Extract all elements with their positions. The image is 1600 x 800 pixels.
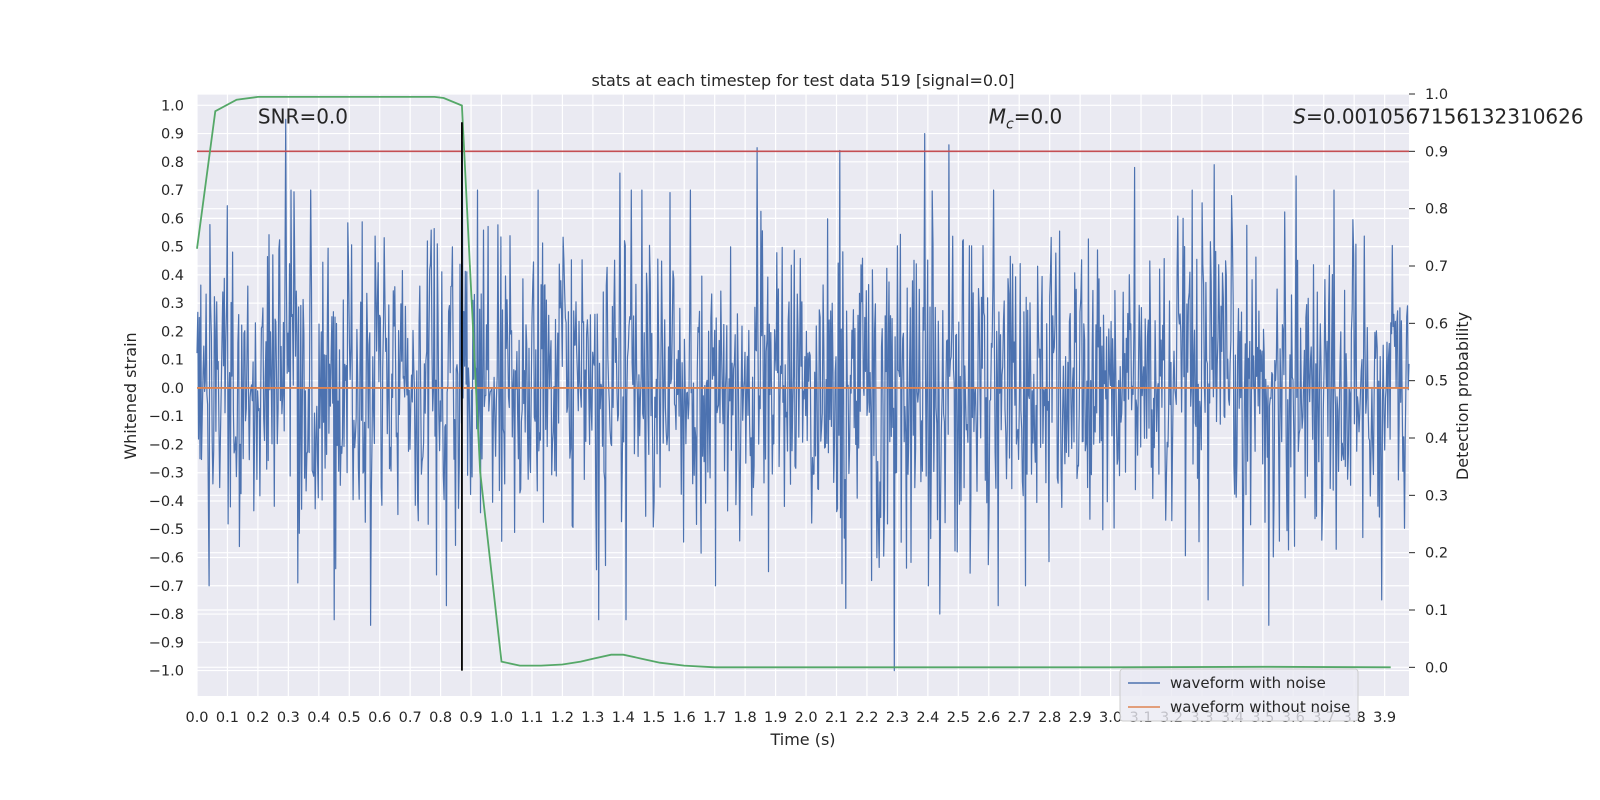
y-axis-label: Whitened strain <box>121 332 140 459</box>
detection-probability-line <box>196 96 1391 669</box>
x-tick-label: 0.1 <box>216 710 239 726</box>
x-tick-label: 0.5 <box>338 710 361 726</box>
y2-tick-label: 0.3 <box>1425 488 1448 504</box>
y2-grid <box>197 93 1415 668</box>
y2-axis-label: Detection probability <box>1453 312 1472 480</box>
y-tick-label: 1.0 <box>161 98 184 114</box>
y-tick-label: 0.1 <box>161 353 184 369</box>
y-tick-label: −0.2 <box>149 437 184 453</box>
y2-tick-label: 0.7 <box>1425 259 1448 275</box>
y-tick-label: −0.3 <box>149 466 184 482</box>
waveform-with-noise-line <box>196 118 1410 672</box>
x-tick-label: 1.4 <box>612 710 635 726</box>
y-tick-label: −1.0 <box>149 664 184 680</box>
y-grid <box>197 104 1409 672</box>
annotation-2: S=0.0010567156132310626 <box>1293 105 1583 129</box>
annotation-1: Mc=0.0 <box>989 105 1063 133</box>
x-tick-label: 1.1 <box>520 710 543 726</box>
y-tick-label: 0.0 <box>161 381 184 397</box>
x-tick-label: 1.6 <box>673 710 696 726</box>
x-tick-label: 0.0 <box>185 710 208 726</box>
y2-tick-label: 0.4 <box>1425 431 1448 447</box>
y-tick-label: 0.9 <box>161 127 184 143</box>
x-tick-label: 0.8 <box>429 710 452 726</box>
x-tick-label: 3.9 <box>1373 710 1396 726</box>
x-tick-label: 1.7 <box>703 710 726 726</box>
y2-tick-label: 0.9 <box>1425 144 1448 160</box>
x-tick-label: 0.3 <box>277 710 300 726</box>
x-tick-label: 2.8 <box>1038 710 1061 726</box>
x-tick-label: 1.3 <box>581 710 604 726</box>
x-tick-label: 2.9 <box>1069 710 1092 726</box>
y-tick-label: −0.6 <box>149 551 184 567</box>
y2-tick-label: 0.8 <box>1425 202 1448 218</box>
x-tick-label: 2.1 <box>825 710 848 726</box>
y-tick-label: −0.5 <box>149 522 184 538</box>
y2-tick-label: 0.2 <box>1425 546 1448 562</box>
x-axis-label: Time (s) <box>769 730 835 749</box>
y2-tick-label: 0.1 <box>1425 603 1448 619</box>
y-tick-label: −0.1 <box>149 409 184 425</box>
waveform-with-noise-series <box>196 118 1410 672</box>
chart-title: stats at each timestep for test data 519… <box>591 71 1014 90</box>
y-tick-labels: 1.0 0.9 0.8 0.7 0.6 0.5 0.4 0.3 0.2 0.1 0.0 −0.1 −0.… <box>149 98 184 679</box>
x-tick-label: 1.5 <box>642 710 665 726</box>
legend-label-without-noise: waveform without noise <box>1170 698 1350 716</box>
annotations: SNR=0.0 Mc=0.0 S=0.0010567156132310626 <box>258 105 1584 133</box>
legend: waveform with noise waveform without noi… <box>1119 668 1359 722</box>
y2-tick-label: 0.0 <box>1425 660 1448 676</box>
x-tick-label: 0.7 <box>399 710 422 726</box>
x-tick-label: 0.6 <box>368 710 391 726</box>
x-tick-label: 0.9 <box>460 710 483 726</box>
y2-tick-labels: 1.0 0.9 0.8 0.7 0.6 0.5 0.4 0.3 0.2 0.1 0.0 <box>1425 87 1448 676</box>
y2-tick-label: 0.5 <box>1425 374 1448 390</box>
y-tick-label: 0.8 <box>161 155 184 171</box>
x-tick-label: 1.8 <box>734 710 757 726</box>
x-tick-label: 2.2 <box>855 710 878 726</box>
y-tick-label: −0.8 <box>149 607 184 623</box>
x-tick-label: 1.2 <box>551 710 574 726</box>
x-tick-label: 0.4 <box>307 710 330 726</box>
detection-probability-series <box>196 96 1391 669</box>
x-tick-label: 1.9 <box>764 710 787 726</box>
y-tick-label: −0.7 <box>149 579 184 595</box>
x-tick-label: 2.3 <box>886 710 909 726</box>
y-tick-label: −0.4 <box>149 494 184 510</box>
x-tick-label: 2.5 <box>947 710 970 726</box>
y2-tick-label: 1.0 <box>1425 87 1448 103</box>
x-tick-label: 2.0 <box>795 710 818 726</box>
y-tick-label: 0.7 <box>161 183 184 199</box>
annotation-0: SNR=0.0 <box>258 105 348 129</box>
legend-box <box>1119 668 1359 722</box>
y-tick-label: 0.3 <box>161 296 184 312</box>
y-tick-label: 0.2 <box>161 324 184 340</box>
y-tick-label: 0.6 <box>161 211 184 227</box>
x-tick-label: 3.0 <box>1099 710 1122 726</box>
y2-tick-label: 0.6 <box>1425 316 1448 332</box>
x-tick-label: 2.6 <box>977 710 1000 726</box>
y-tick-label: −0.9 <box>149 635 184 651</box>
x-tick-label: 2.4 <box>916 710 939 726</box>
x-tick-label: 2.7 <box>1008 710 1031 726</box>
y-tick-label: 0.4 <box>161 268 184 284</box>
x-tick-label: 1.0 <box>490 710 513 726</box>
x-tick-label: 0.2 <box>246 710 269 726</box>
legend-label-with-noise: waveform with noise <box>1170 674 1326 692</box>
y-tick-label: 0.5 <box>161 240 184 256</box>
